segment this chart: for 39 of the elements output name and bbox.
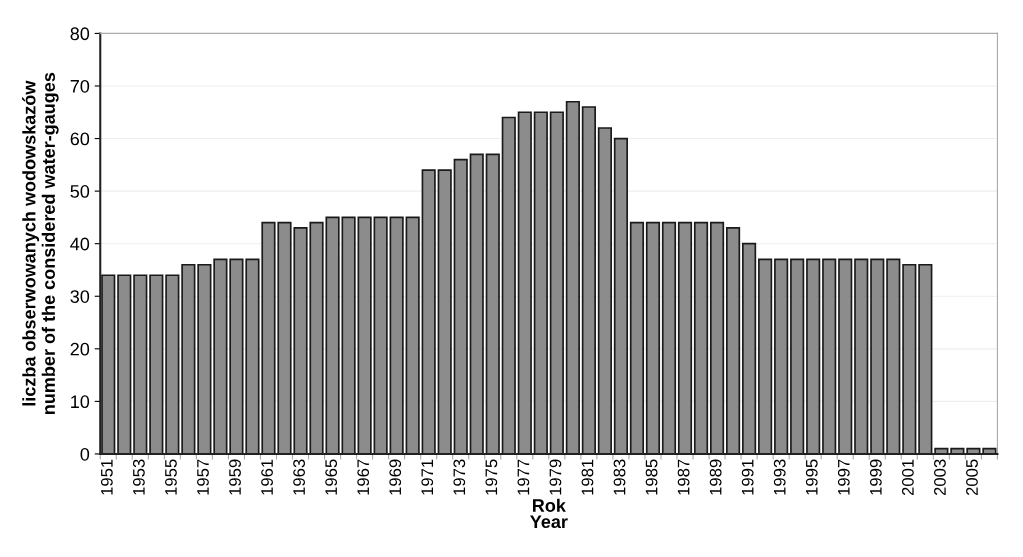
- x-tick-label: 1987: [677, 459, 690, 495]
- x-tick-label: 2003: [934, 459, 946, 496]
- x-tick-label: 1995: [805, 459, 818, 495]
- x-tick-label: 1961: [261, 459, 273, 495]
- x-tick-label: 1951: [100, 459, 113, 495]
- x-tick-label: 1959: [229, 459, 241, 495]
- y-tick-label: 30: [70, 290, 90, 303]
- y-tick-label: 50: [70, 185, 90, 198]
- x-tick-label: 1957: [197, 459, 209, 495]
- x-tick-label: 1991: [741, 459, 754, 495]
- x-tick-label: 1967: [357, 459, 370, 495]
- x-tick-label: 1975: [485, 459, 498, 495]
- x-tick-label: 1997: [837, 459, 850, 495]
- y-tick-label: 70: [70, 79, 90, 93]
- y-axis-title: liczba obserwowanych wodowskazów number of the considered water-gauges: [22, 72, 59, 415]
- x-axis-title: Rok Year: [530, 498, 568, 529]
- x-tick-label: 1989: [709, 459, 722, 495]
- y-tick-label: 10: [71, 395, 90, 409]
- x-tick-label: 1977: [517, 459, 530, 495]
- x-tick-label: 1963: [293, 459, 305, 495]
- x-tick-label: 1983: [613, 459, 626, 495]
- x-tick-label: 1981: [581, 459, 594, 495]
- y-tick-label: 40: [70, 237, 90, 251]
- x-tick-label: 1985: [645, 459, 658, 495]
- y-tick-label: 80: [70, 27, 90, 41]
- x-tick-label: 1993: [773, 459, 786, 495]
- x-tick-label: 2005: [966, 459, 978, 496]
- y-tick-label: 20: [70, 342, 90, 356]
- x-tick-label: 1973: [453, 459, 466, 495]
- y-tick-label: 0: [80, 447, 90, 461]
- x-tick-label: 1979: [549, 459, 562, 495]
- x-tick-label: 1969: [389, 459, 402, 495]
- x-tick-label: 1999: [869, 459, 882, 495]
- y-tick-label: 60: [70, 132, 90, 146]
- x-tick-label: 1955: [165, 459, 177, 495]
- x-tick-label: 1953: [132, 459, 145, 495]
- x-tick-label: 1971: [421, 459, 434, 495]
- x-tick-label: 2001: [901, 459, 914, 496]
- x-tick-label: 1965: [325, 459, 338, 495]
